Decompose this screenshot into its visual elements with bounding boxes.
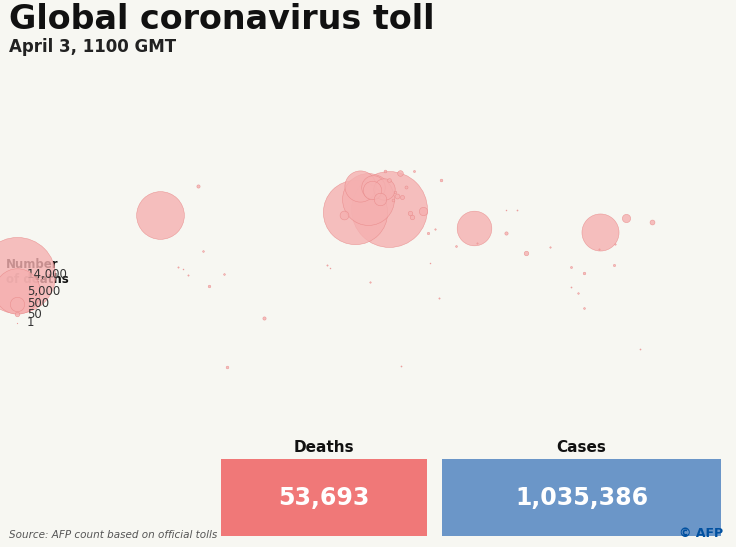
Point [512, 206, 523, 214]
Point [321, 261, 333, 270]
Point [545, 242, 556, 251]
Point [379, 167, 391, 176]
Point [472, 239, 484, 248]
Text: © AFP: © AFP [679, 527, 723, 540]
Point [520, 248, 532, 257]
Point [609, 240, 620, 248]
Text: Number
of deaths: Number of deaths [6, 258, 69, 286]
Point [620, 213, 632, 222]
Point [593, 245, 605, 254]
Point [361, 194, 373, 203]
Text: 14,000: 14,000 [27, 269, 68, 281]
Text: 1,035,386: 1,035,386 [515, 486, 648, 510]
Point [435, 176, 447, 184]
Point [378, 185, 390, 194]
Point [578, 304, 590, 313]
Point [572, 288, 584, 297]
Point [197, 247, 209, 255]
Point [608, 261, 620, 270]
Point [425, 259, 436, 267]
Point [354, 182, 366, 190]
Point [646, 217, 658, 226]
Point [11, 287, 23, 296]
Point [383, 205, 394, 213]
Point [222, 363, 233, 372]
Point [500, 228, 512, 237]
Point [204, 282, 216, 290]
Point [417, 206, 429, 215]
Point [367, 183, 379, 191]
Point [500, 206, 512, 214]
Point [406, 212, 418, 221]
Point [192, 182, 204, 191]
Point [11, 310, 23, 319]
Point [219, 270, 230, 278]
Point [408, 166, 420, 175]
Point [391, 191, 403, 200]
Point [154, 211, 166, 219]
Text: Cases: Cases [556, 440, 606, 455]
Point [11, 300, 23, 309]
Point [594, 228, 606, 237]
Point [404, 208, 416, 217]
Point [434, 294, 445, 302]
Point [374, 194, 386, 203]
Point [634, 345, 646, 354]
Text: 500: 500 [27, 298, 49, 311]
Point [468, 224, 480, 233]
Point [177, 265, 188, 274]
Point [350, 207, 361, 216]
Point [396, 193, 408, 201]
Point [395, 362, 407, 370]
Point [11, 271, 23, 280]
Point [565, 263, 577, 271]
Point [430, 225, 442, 234]
Point [367, 186, 378, 195]
Point [394, 168, 406, 177]
Point [565, 283, 577, 292]
Point [11, 318, 23, 327]
Text: Source: AFP count based on official tolls: Source: AFP count based on official toll… [9, 531, 217, 540]
Text: 1: 1 [27, 316, 35, 329]
Text: 53,693: 53,693 [278, 486, 369, 510]
Point [387, 196, 399, 205]
Text: 50: 50 [27, 308, 42, 321]
Point [338, 211, 350, 220]
Text: Deaths: Deaths [294, 440, 354, 455]
Text: Global coronavirus toll: Global coronavirus toll [9, 3, 434, 36]
Text: April 3, 1100 GMT: April 3, 1100 GMT [9, 38, 176, 56]
Point [383, 176, 394, 184]
Point [389, 188, 401, 197]
Point [258, 313, 269, 322]
Point [364, 278, 376, 287]
Point [400, 183, 412, 192]
Point [450, 242, 462, 251]
Point [172, 263, 184, 271]
Point [578, 269, 590, 278]
Point [325, 263, 336, 272]
Point [422, 229, 434, 237]
Text: 5,000: 5,000 [27, 285, 60, 298]
Point [183, 271, 194, 280]
